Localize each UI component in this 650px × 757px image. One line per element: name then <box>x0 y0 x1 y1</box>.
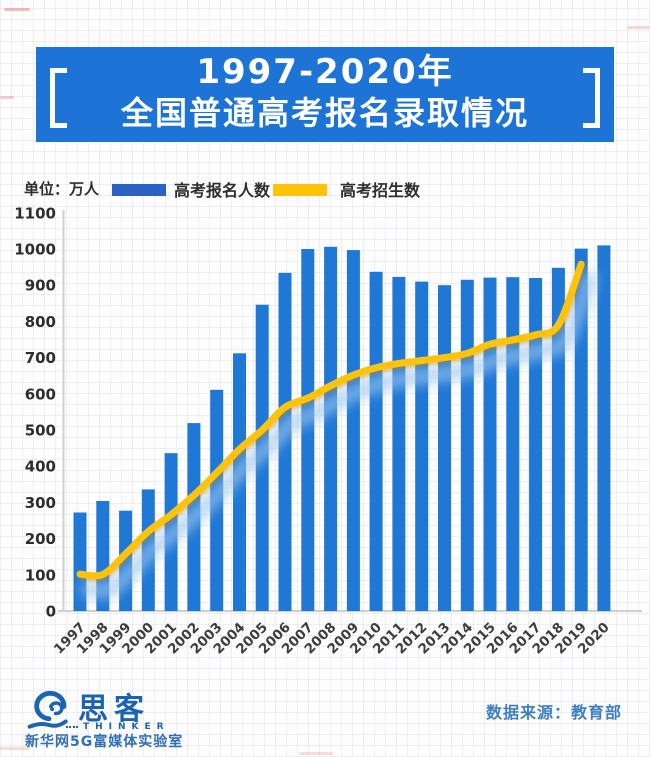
bar-1997 <box>73 512 87 611</box>
bar-2012 <box>415 281 429 611</box>
paper-mark <box>0 747 30 750</box>
unit-label: 单位：万人 <box>24 180 100 198</box>
line-glow <box>80 271 597 599</box>
logo-text-cn: 思客 <box>78 692 150 727</box>
y-tick-label: 600 <box>25 385 56 403</box>
bar-2007 <box>301 249 315 611</box>
paper-mark <box>4 8 30 11</box>
paper-mark <box>299 752 333 755</box>
title-line2: 全国普通高考报名录取情况 <box>120 94 529 132</box>
legend-swatch-admissions <box>273 184 327 196</box>
y-tick-label: 500 <box>25 422 56 440</box>
y-tick-label: 400 <box>25 458 56 476</box>
bar-2016 <box>506 277 520 611</box>
bar-2008 <box>324 246 338 612</box>
bar-2014 <box>460 279 474 611</box>
logo-divider <box>66 726 78 728</box>
data-source: 数据来源：教育部 <box>485 703 622 722</box>
bar-2013 <box>438 285 451 611</box>
lab-name: 新华网5G富媒体实验室 <box>25 734 184 750</box>
bar-2011 <box>392 276 406 611</box>
bar-2020 <box>597 245 611 611</box>
bar-2009 <box>346 250 360 611</box>
bar-2017 <box>529 278 543 611</box>
legend-label-registrations: 高考报名人数 <box>174 181 271 200</box>
thinker-logo-icon <box>27 690 68 729</box>
y-tick-label: 700 <box>25 349 56 367</box>
y-tick-label: 900 <box>25 277 56 295</box>
admissions-line <box>76 260 585 580</box>
legend-label-admissions: 高考招生数 <box>340 181 421 200</box>
y-tick-label: 0 <box>46 603 56 621</box>
bar-2015 <box>483 277 497 611</box>
paper-mark <box>0 96 14 99</box>
y-tick-label: 800 <box>25 313 56 331</box>
y-tick-label: 200 <box>25 530 56 548</box>
paper-mark <box>627 26 650 29</box>
y-tick-label: 1000 <box>14 241 56 259</box>
bar-2006 <box>278 272 292 611</box>
bar-2010 <box>369 271 383 611</box>
left-bracket-icon <box>50 68 67 128</box>
bar-2019 <box>574 248 588 611</box>
right-bracket-icon <box>583 68 600 128</box>
legend-swatch-registrations <box>112 184 166 196</box>
y-tick-label: 1100 <box>14 204 56 222</box>
logo-text-en: THINKER <box>66 722 170 732</box>
chart-svg: 0100200300400500600700800900100011001997… <box>14 204 642 657</box>
y-tick-label: 100 <box>25 566 56 584</box>
title-banner: 1997-2020年 全国普通高考报名录取情况 <box>36 47 614 142</box>
title-line1: 1997-2020年 <box>196 52 454 92</box>
y-tick-label: 300 <box>25 494 56 512</box>
